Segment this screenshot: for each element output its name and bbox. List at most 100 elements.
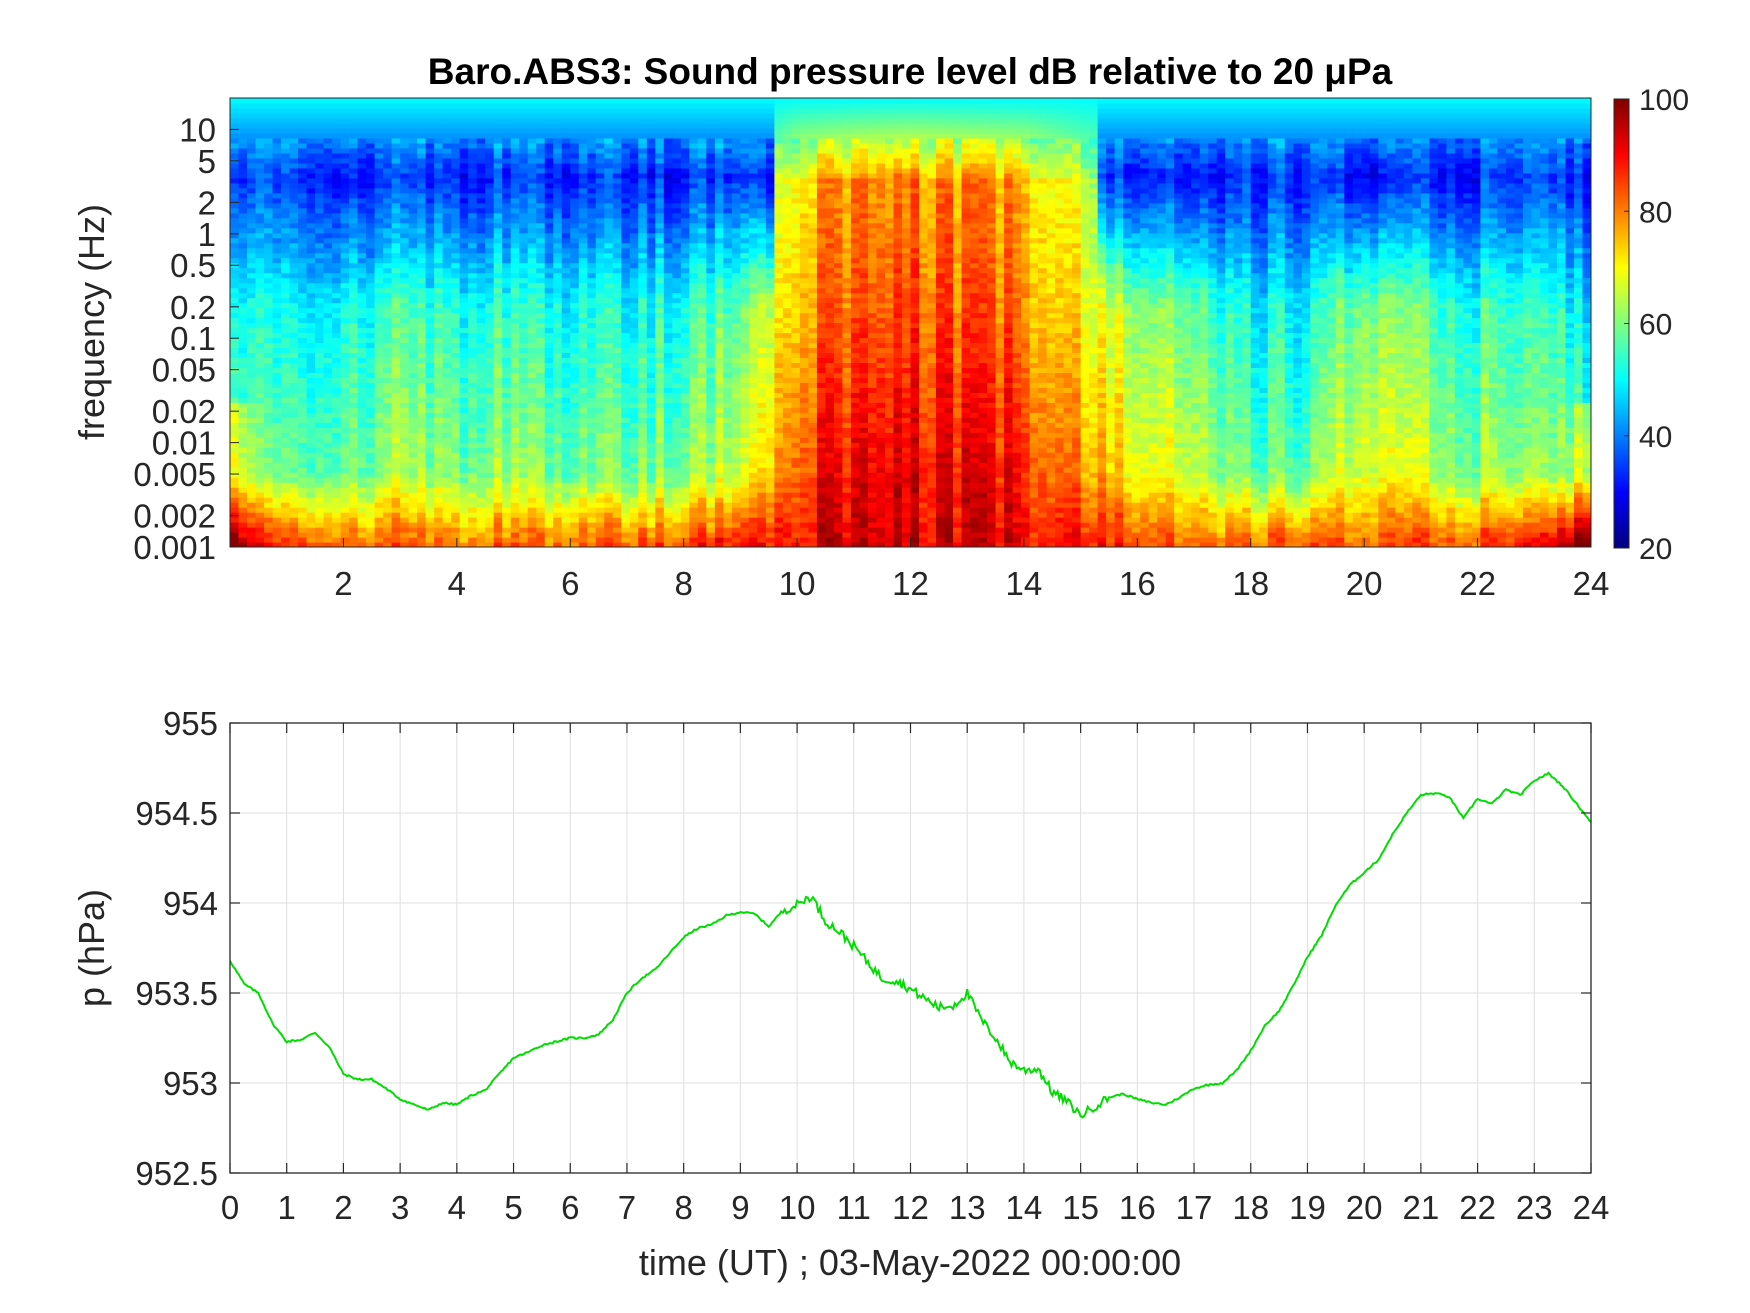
- spectrogram-cell: [298, 377, 308, 383]
- spectrogram-cell: [502, 407, 512, 413]
- spectrogram-cell: [680, 452, 690, 458]
- spectrogram-cell: [366, 177, 376, 184]
- spectrogram-cell: [697, 412, 707, 418]
- spectrogram-cell: [553, 282, 563, 289]
- spectrogram-cell: [357, 382, 367, 388]
- spectrogram-cell: [332, 327, 342, 334]
- spectrogram-cell: [638, 527, 648, 533]
- spectrogram-cell: [595, 442, 605, 448]
- spectrogram-cell: [417, 442, 427, 448]
- spectrogram-cell: [536, 442, 546, 448]
- spectrogram-cell: [544, 127, 554, 134]
- spectrogram-cell: [383, 262, 393, 269]
- spectrogram-cell: [323, 122, 333, 129]
- spectrogram-cell: [485, 267, 495, 274]
- spectrogram-cell: [349, 442, 359, 448]
- spectrogram-cell: [587, 162, 597, 169]
- spectrogram-cell: [247, 112, 257, 119]
- spectrogram-cell: [468, 137, 478, 144]
- spectrogram-cell: [493, 162, 503, 169]
- spectrogram-cell: [391, 102, 401, 109]
- spectrogram-cell: [230, 357, 240, 364]
- spectrogram-cell: [366, 392, 376, 398]
- spectrogram-cell: [697, 462, 707, 468]
- spectrogram-cell: [689, 312, 699, 319]
- spectrogram-cell: [646, 187, 656, 194]
- spectrogram-cell: [374, 472, 384, 478]
- spectrogram-cell: [374, 127, 384, 134]
- spectrogram-cell: [578, 172, 588, 179]
- spectrogram-cell: [332, 127, 342, 134]
- spectrogram-cell: [383, 197, 393, 204]
- spectrogram-cell: [442, 412, 452, 418]
- spectrogram-cell: [459, 217, 469, 224]
- spectrogram-cell: [230, 517, 240, 523]
- spectrogram-cell: [332, 187, 342, 194]
- spectrogram-cell: [374, 542, 384, 547]
- spectrogram-cell: [663, 117, 673, 124]
- spectrogram-cell: [408, 477, 418, 483]
- spectrogram-cell: [672, 207, 682, 214]
- spectrogram-cell: [672, 107, 682, 114]
- spectrogram-cell: [502, 382, 512, 388]
- spectrogram-cell: [425, 267, 435, 274]
- spectrogram-cell: [238, 232, 248, 239]
- spectrogram-cell: [230, 367, 240, 373]
- spectrogram-cell: [417, 242, 427, 249]
- spectrogram-cell: [519, 372, 529, 378]
- spectrogram-cell: [680, 327, 690, 334]
- spectrogram-cell: [629, 537, 639, 543]
- spectrogram-cell: [672, 512, 682, 518]
- spectrogram-cell: [298, 167, 308, 174]
- spectrogram-cell: [340, 162, 350, 169]
- spectrogram-cell: [672, 357, 682, 364]
- spectrogram-cell: [417, 147, 427, 154]
- spectrogram-cell: [629, 477, 639, 483]
- spectrogram-cell: [255, 432, 265, 438]
- spectrogram-cell: [408, 122, 418, 129]
- spectrogram-cell: [425, 257, 435, 264]
- spectrogram-cell: [289, 292, 299, 299]
- spectrogram-cell: [553, 202, 563, 209]
- spectrogram-cell: [519, 242, 529, 249]
- spectrogram-cell: [578, 122, 588, 129]
- spectrogram-cell: [323, 367, 333, 373]
- spectrogram-cell: [247, 252, 257, 259]
- spectrogram-cell: [493, 197, 503, 204]
- spectrogram-cell: [595, 272, 605, 279]
- spectrogram-cell: [595, 247, 605, 254]
- spectrogram-cell: [332, 362, 342, 368]
- spectrogram-cell: [272, 307, 282, 314]
- spectrogram-cell: [587, 452, 597, 458]
- spectrogram-cell: [298, 427, 308, 433]
- spectrogram-cell: [315, 142, 325, 149]
- spectrogram-cell: [434, 462, 444, 468]
- spectrogram-cell: [366, 112, 376, 119]
- spectrogram-cell: [442, 177, 452, 184]
- spectrogram-cell: [493, 332, 503, 339]
- spectrogram-cell: [604, 522, 614, 528]
- spectrogram-cell: [604, 422, 614, 428]
- spectrogram-cell: [306, 267, 316, 274]
- spectrogram-cell: [629, 192, 639, 199]
- spectrogram-cell: [383, 492, 393, 498]
- spectrogram-cell: [672, 147, 682, 154]
- spectrogram-cell: [672, 172, 682, 179]
- spectrogram-cell: [680, 112, 690, 119]
- spectrogram-cell: [629, 152, 639, 159]
- spectrogram-cell: [357, 402, 367, 408]
- spectrogram-cell: [536, 472, 546, 478]
- spectrogram-cell: [459, 177, 469, 184]
- spectrogram-cell: [247, 542, 257, 547]
- spectrogram-cell: [553, 497, 563, 503]
- spectrogram-cell: [587, 157, 597, 164]
- spectrogram-cell: [663, 437, 673, 443]
- spectrogram-cell: [655, 432, 665, 438]
- spectrogram-cell: [468, 537, 478, 543]
- spectrogram-cell: [425, 357, 435, 364]
- spectrogram-cell: [604, 332, 614, 339]
- spectrogram-cell: [536, 497, 546, 503]
- spectrogram-cell: [578, 98, 588, 104]
- spectrogram-cell: [672, 362, 682, 368]
- spectrogram-cell: [357, 387, 367, 393]
